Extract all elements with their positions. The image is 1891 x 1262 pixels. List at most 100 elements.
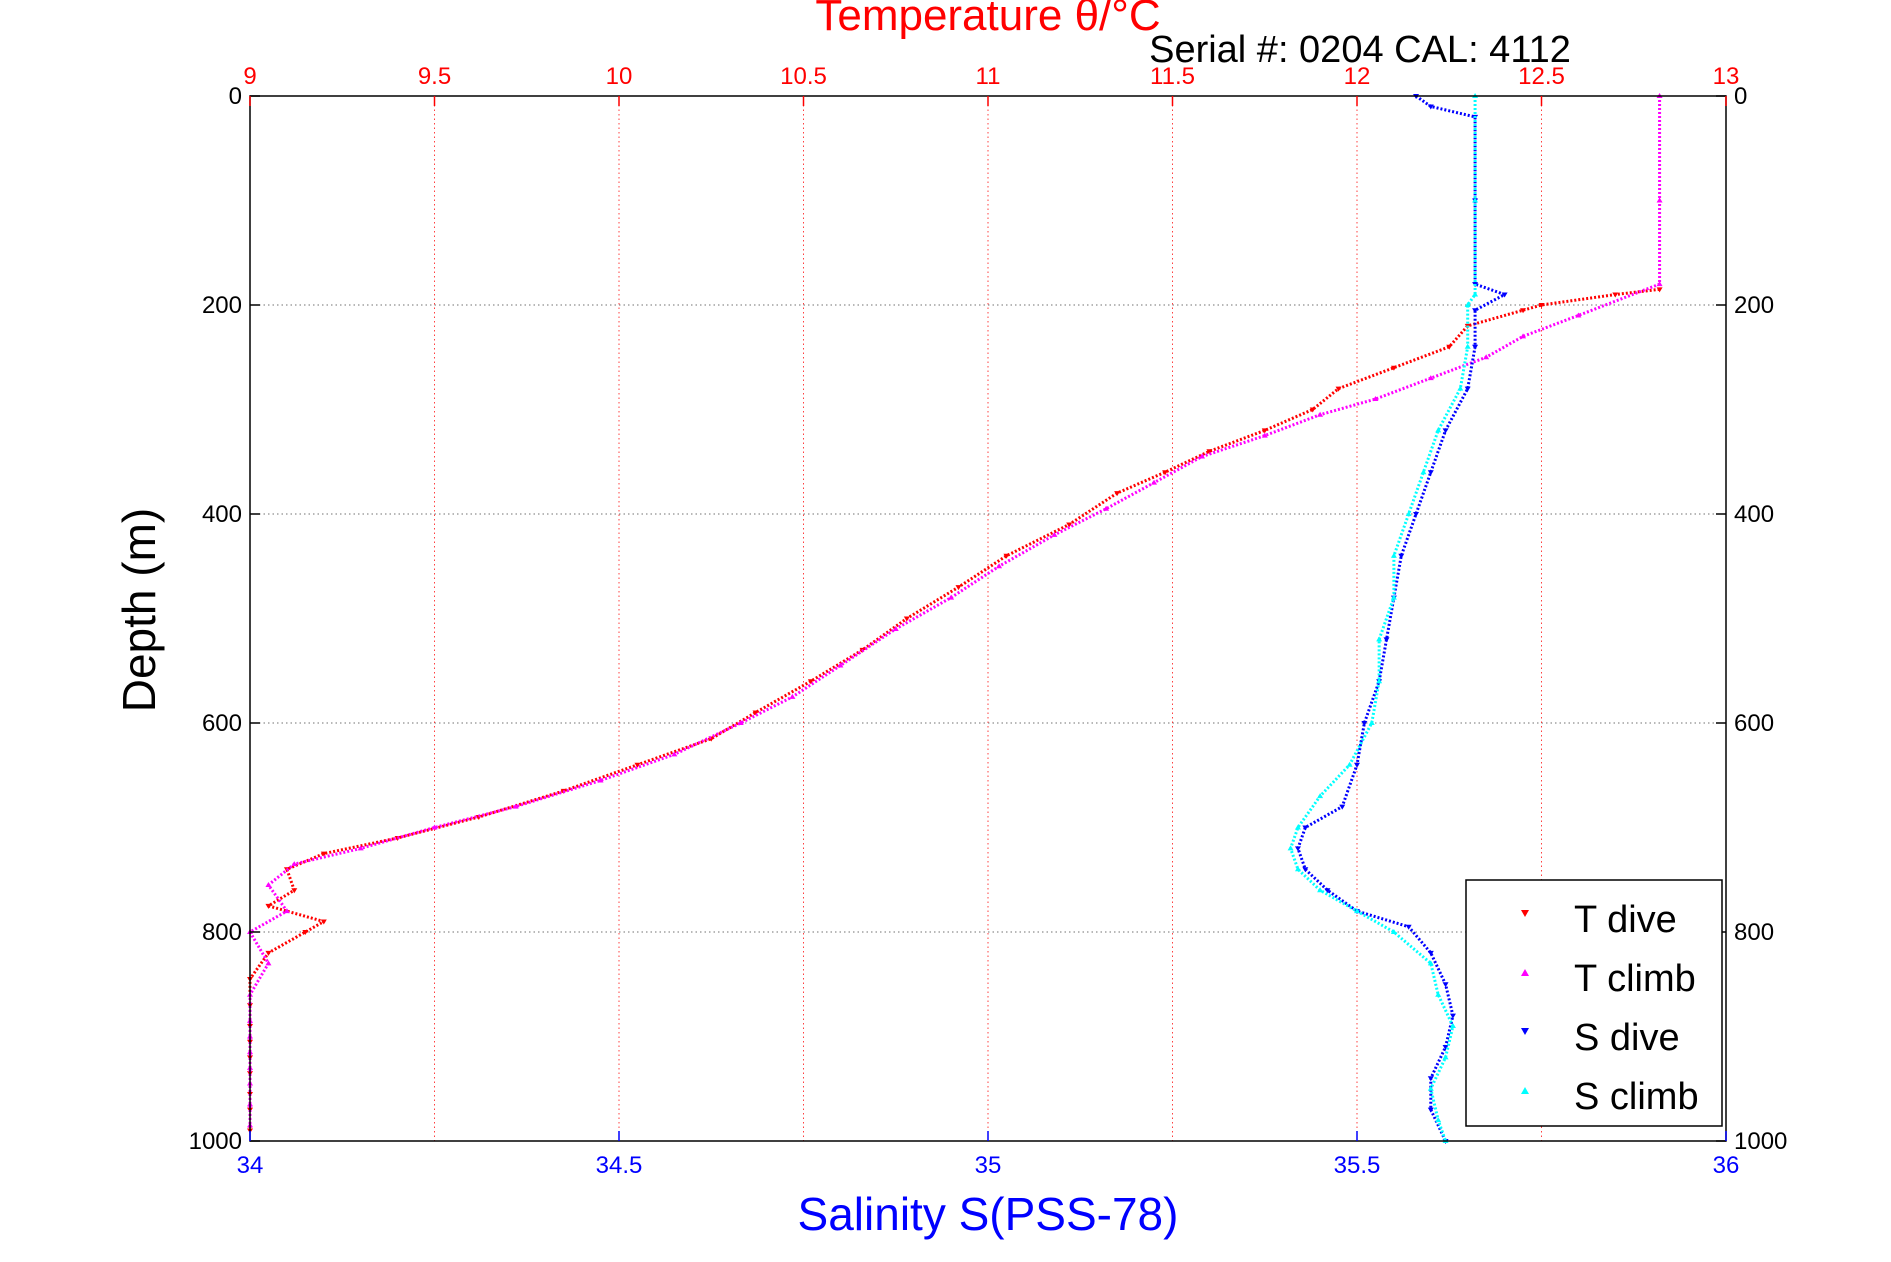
data-point-s-dive [1294,846,1301,852]
data-point-s-climb [1472,291,1479,297]
data-point-s-dive [1427,1107,1434,1113]
data-point-t-climb [1656,281,1663,287]
data-point-s-climb [1287,845,1294,851]
data-point-t-climb [291,861,298,867]
data-point-t-climb [892,625,899,631]
x-top-tick-label: 9.5 [418,63,451,90]
data-point-t-dive [1335,386,1342,392]
data-point-s-climb [1368,720,1375,725]
data-point-t-dive [1114,491,1121,497]
y-axis-label: Depth (m) [113,508,165,712]
data-point-t-dive [1003,553,1010,559]
data-point-s-dive [1442,1044,1449,1050]
data-point-t-dive [1261,428,1268,434]
legend-label-t-dive: T dive [1574,899,1677,941]
data-point-s-climb [1464,343,1471,349]
data-point-s-dive [1383,637,1390,643]
data-point-s-dive [1339,804,1346,810]
data-point-t-dive [1206,449,1213,455]
y-tick-label-left: 0 [229,83,242,110]
data-point-t-climb [512,803,519,809]
data-point-t-climb [1520,333,1527,339]
data-point-t-climb [1051,531,1058,537]
y-tick-label-left: 1000 [189,1128,242,1155]
y-tick-label-left: 800 [202,919,242,946]
data-point-s-climb [1442,1054,1449,1060]
data-point-t-climb [283,908,290,914]
data-point-s-dive [1302,867,1309,873]
axis-ticks: 0 0 200 200 400 400 600 600 800 800 1000 1000 9 9.5 10… [189,63,1788,1179]
x-top-tick-label: 11 [976,63,1001,90]
x-bottom-tick-label: 36 [1713,1152,1740,1179]
data-point-t-climb [737,720,744,725]
data-point-t-dive [1066,522,1073,528]
data-point-t-dive [634,762,641,768]
data-point-t-climb [1427,375,1434,381]
data-point-s-climb [1317,793,1324,799]
legend-box [1465,879,1723,1127]
chart-subtitle: Serial #: 0204 CAL: 4112 [1149,29,1571,71]
data-point-s-climb [1427,960,1434,966]
data-point-s-climb [1420,469,1427,475]
data-point-t-dive [320,919,327,925]
x-bottom-tick-label: 35.5 [1334,1152,1381,1179]
data-point-t-climb [789,693,796,699]
data-point-s-climb [1427,1085,1434,1091]
data-point-s-climb [1472,197,1479,203]
data-point-t-dive [752,710,759,716]
x-top-tick-label: 12 [1344,63,1371,90]
data-point-s-climb [1435,991,1442,997]
data-point-s-climb [1376,636,1383,642]
legend-marker-t-dive [1521,910,1529,917]
x-top-tick-label: 10 [606,63,633,90]
data-point-s-dive [1361,721,1368,726]
data-point-s-climb [1294,824,1301,830]
series-line-s-dive [1296,94,1507,1142]
data-point-s-dive [1501,292,1508,298]
x-top-tick-label: 9 [243,63,256,90]
data-point-t-dive [1390,365,1397,371]
data-point-s-climb [1390,552,1397,558]
data-point-t-climb [357,845,364,851]
data-point-s-climb [1354,908,1360,914]
data-point-t-dive [1309,407,1316,413]
data-point-t-climb [1656,197,1663,203]
data-point-t-climb [597,777,604,783]
data-point-s-climb [1376,678,1383,684]
x-bottom-tick-label: 34 [237,1152,264,1179]
data-point-s-dive [1427,950,1434,956]
data-point-s-dive [1427,1076,1434,1082]
data-point-t-climb [1261,432,1268,438]
data-point-s-dive [1472,344,1479,350]
x-top-tick-label: 10.5 [780,63,827,90]
data-point-t-climb [1199,453,1206,459]
data-point-s-dive [1464,386,1471,392]
data-point-t-dive [903,616,910,622]
legend-marker-s-dive [1521,1028,1529,1035]
y-tick-label-right: 600 [1734,710,1774,737]
data-point-t-climb [948,594,955,600]
data-point-s-dive [1449,1013,1456,1019]
data-point-s-dive [1427,104,1434,110]
data-point-s-climb [1457,385,1464,391]
data-point-t-dive [265,903,272,909]
data-point-t-climb [1575,312,1582,318]
legend-label-s-dive: S dive [1574,1017,1680,1059]
data-point-t-climb [671,751,678,757]
data-point-s-dive [1472,308,1479,314]
data-point-t-dive [1612,292,1619,298]
data-point-s-climb [1435,1117,1442,1123]
data-point-s-climb [1346,761,1353,767]
data-point-s-dive [1302,825,1309,831]
data-point-s-climb [1390,594,1397,600]
data-point-s-dive [1354,762,1360,768]
legend-label-s-climb: S climb [1574,1076,1699,1118]
y-tick-label-right: 0 [1734,83,1747,110]
data-series [247,93,1663,1144]
data-point-s-climb [1390,929,1397,934]
data-point-s-dive [1442,982,1449,988]
y-tick-label-left: 400 [202,501,242,528]
x-top-tick-label: 12.5 [1518,63,1565,90]
legend-marker-s-climb [1521,1087,1529,1094]
legend-label-t-climb: T climb [1574,958,1696,1000]
